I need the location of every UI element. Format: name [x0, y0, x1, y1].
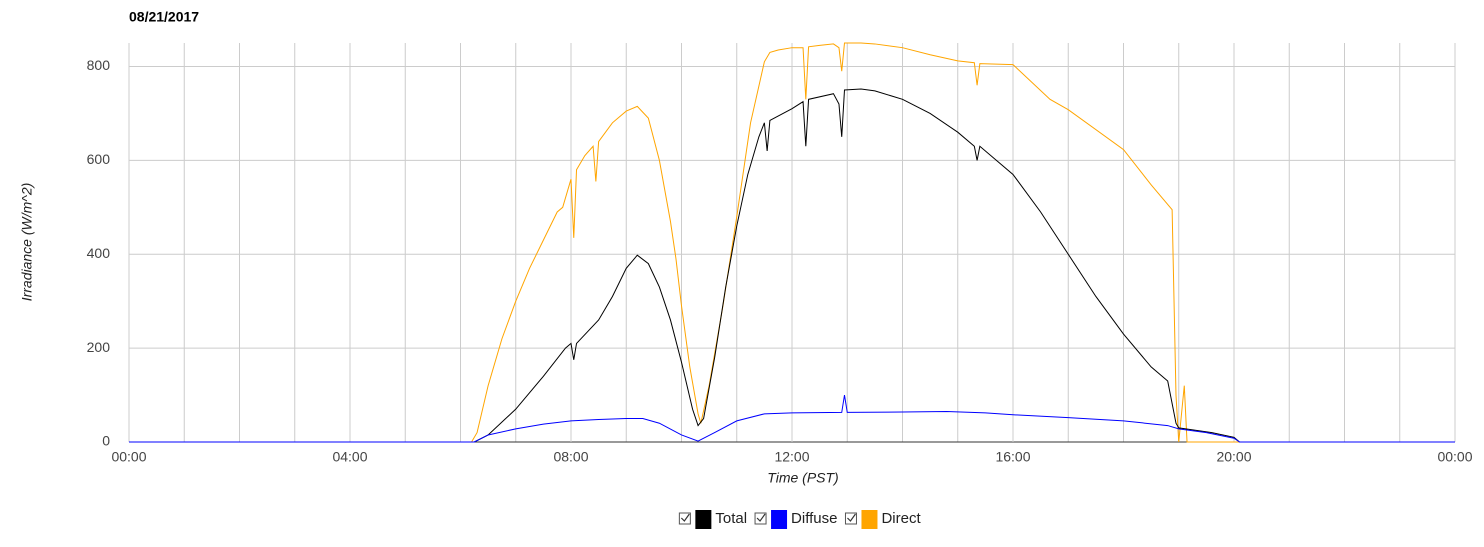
legend-label: Direct	[881, 510, 921, 527]
legend-check[interactable]	[847, 513, 856, 522]
series-line	[129, 42, 1455, 443]
legend-check[interactable]	[756, 513, 766, 522]
legend-label: Total	[715, 510, 747, 527]
x-tick-label: 16:00	[995, 449, 1030, 465]
legend-checkbox[interactable]	[754, 512, 767, 525]
y-tick-label: 0	[102, 433, 110, 449]
chart-title: 08/21/2017	[129, 9, 199, 25]
series-line	[129, 88, 1455, 443]
x-axis-label: Time (PST)	[767, 470, 838, 486]
y-tick-label: 600	[87, 151, 111, 167]
legend-swatch	[861, 510, 878, 529]
x-tick-label: 20:00	[1216, 449, 1251, 465]
legend-label: Diffuse	[791, 510, 837, 527]
legend-check[interactable]	[680, 513, 690, 522]
x-tick-label: 04:00	[332, 449, 367, 465]
x-tick-label: 08:00	[553, 449, 588, 465]
series-line	[129, 394, 1455, 443]
x-tick-label: 00:00	[1437, 449, 1472, 465]
y-tick-label: 200	[87, 339, 111, 355]
legend-swatch	[771, 510, 788, 529]
legend-checkbox[interactable]	[678, 512, 691, 525]
legend-swatch	[695, 510, 712, 529]
y-tick-label: 800	[87, 57, 111, 73]
legend-checkbox[interactable]	[844, 512, 857, 525]
x-tick-label: 12:00	[774, 449, 809, 465]
x-tick-label: 00:00	[111, 449, 146, 465]
y-axis-label: Irradiance (W/m^2)	[19, 183, 35, 302]
y-tick-label: 400	[87, 245, 111, 261]
